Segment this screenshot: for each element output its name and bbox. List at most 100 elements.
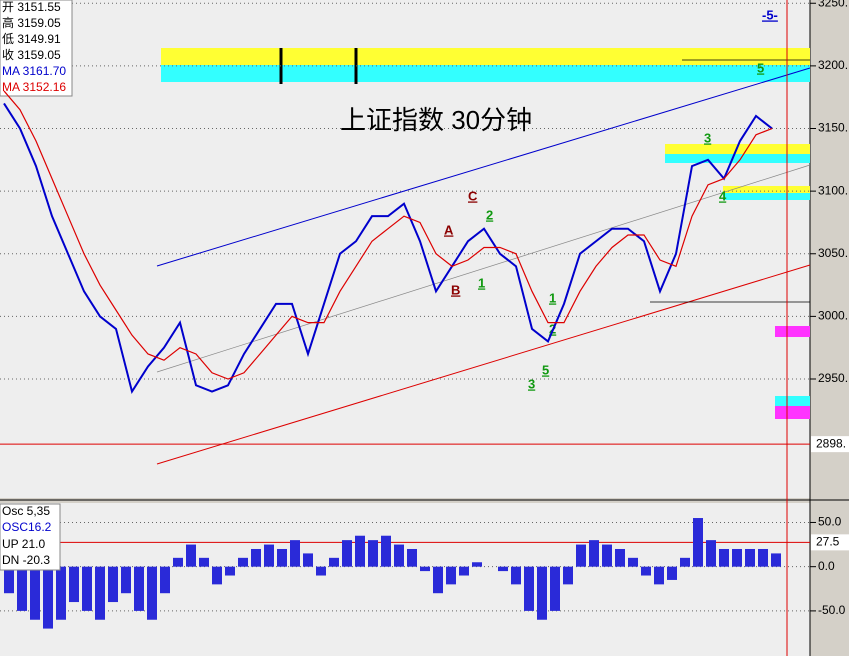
wave-label: -5- [762, 7, 778, 22]
y-tick-label: 50.0 [818, 515, 842, 529]
wave-label: B [451, 282, 460, 297]
osc-bar [394, 544, 404, 567]
wave-label: 3 [704, 130, 711, 145]
osc-bar [732, 548, 742, 567]
osc-bar [199, 557, 209, 567]
osc-bar [641, 566, 651, 576]
osc-bar [368, 540, 378, 567]
y-tick-label: 3000. [818, 309, 848, 323]
osc-bar [381, 535, 391, 567]
highlight-band [161, 65, 810, 82]
info-line: 开 3151.55 [2, 0, 61, 14]
highlight-band [665, 154, 810, 163]
channel-lower [156, 264, 811, 465]
osc-bar [316, 566, 326, 576]
y-tick-label: 3250. [818, 0, 848, 9]
price-line [3, 102, 773, 395]
osc-bar [173, 557, 183, 567]
osc-bar [446, 566, 456, 585]
osc-bar [30, 566, 40, 620]
osc-bar [420, 566, 430, 572]
highlight-band [161, 48, 810, 65]
info-line: 高 3159.05 [2, 15, 61, 30]
highlight-band [723, 186, 810, 193]
osc-legend: OSC16.2 [2, 520, 52, 534]
wave-label: A [444, 222, 454, 237]
wave-label: 2 [486, 207, 493, 222]
osc-bar [95, 566, 105, 620]
y-tick-label: 3150. [818, 121, 848, 135]
info-box [0, 0, 73, 97]
osc-bar [43, 566, 53, 629]
osc-bar [524, 566, 534, 611]
osc-bar [212, 566, 222, 585]
wave-label: 4 [719, 188, 727, 203]
osc-title: Osc 5,35 [2, 504, 50, 518]
osc-bar [108, 566, 118, 603]
price-line [3, 90, 773, 380]
osc-bar [56, 566, 66, 620]
y-tick-label: 2950. [818, 371, 848, 385]
wave-label: 1 [549, 290, 556, 305]
info-panel: 开 3151.55 高 3159.05 低 3149.91 收 3159.05 … [0, 0, 73, 97]
channel-upper [156, 67, 811, 267]
osc-bar [719, 548, 729, 567]
osc-legend-box [0, 503, 61, 571]
osc-bar [459, 566, 469, 576]
osc-bar [134, 566, 144, 611]
osc-bar [667, 566, 677, 580]
chart-title: 上证指数 30分钟 [340, 105, 532, 135]
y-tick-label: 3050. [818, 246, 848, 260]
osc-bar [602, 544, 612, 567]
osc-bar [576, 544, 586, 567]
ref-label-box [811, 534, 849, 551]
osc-bar [264, 544, 274, 567]
osc-bar [589, 540, 599, 567]
osc-bar [186, 544, 196, 567]
highlight-band [775, 396, 810, 406]
osc-bar [329, 557, 339, 567]
wave-label: 5 [542, 362, 549, 377]
osc-bar [121, 566, 131, 594]
osc-bar [290, 540, 300, 567]
osc-legend: DN -20.3 [2, 553, 50, 567]
ref-label-box [811, 436, 849, 453]
osc-bar [277, 548, 287, 567]
osc-bar [706, 540, 716, 567]
osc-bar [238, 557, 248, 567]
y-tick-label: 3200. [818, 58, 848, 72]
y-tick-label: 0.0 [818, 559, 835, 573]
y-tick-label: -50.0 [818, 603, 846, 617]
highlight-band [775, 406, 810, 419]
ref-label: 2898. [816, 436, 846, 450]
info-line: MA 3161.70 [2, 64, 66, 78]
osc-bar [758, 548, 768, 567]
osc-bar [225, 566, 235, 576]
price-panel [0, 0, 810, 498]
osc-legend: UP 21.0 [2, 537, 45, 551]
osc-bar [615, 548, 625, 567]
highlight-band [775, 326, 810, 337]
highlight-band [723, 193, 810, 200]
osc-bar [472, 562, 482, 567]
osc-bar [654, 566, 664, 585]
osc-bar [82, 566, 92, 611]
osc-bar [511, 566, 521, 585]
info-line: 低 3149.91 [2, 32, 61, 46]
wave-label: 1 [478, 275, 485, 290]
osc-bar [303, 553, 313, 567]
osc-bar [147, 566, 157, 620]
osc-bar [433, 566, 443, 594]
osc-bar [160, 566, 170, 594]
osc-bar [407, 548, 417, 567]
osc-bar [680, 557, 690, 567]
osc-bar [498, 566, 508, 572]
osc-bar [550, 566, 560, 611]
wave-label: 3 [528, 376, 535, 391]
osc-bar [251, 548, 261, 567]
osc-bar [771, 553, 781, 567]
osc-bar [342, 540, 352, 567]
osc-bar [17, 566, 27, 611]
osc-bar [69, 566, 79, 603]
